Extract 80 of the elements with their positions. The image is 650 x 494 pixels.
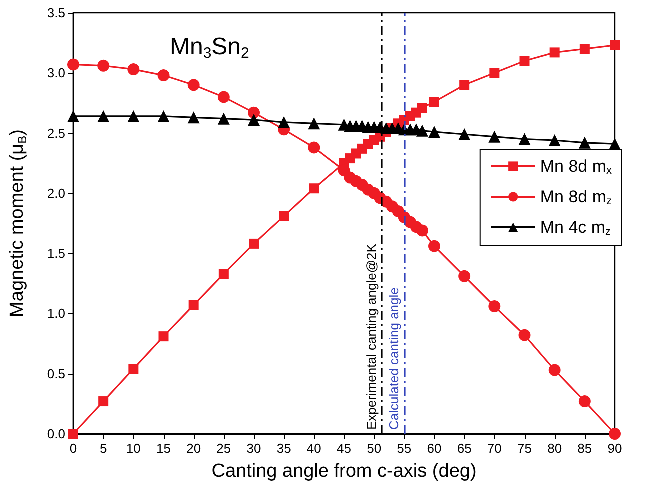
point (218, 269, 229, 280)
x-tick-label: 0 (70, 441, 78, 456)
point (488, 130, 501, 143)
point (218, 91, 230, 104)
y-tick-label: 2.0 (47, 186, 66, 201)
point (430, 97, 440, 108)
y-tick-label: 0.0 (47, 426, 66, 442)
point (158, 70, 170, 82)
x-tick-label: 60 (427, 441, 442, 456)
point (128, 64, 140, 76)
point (158, 332, 169, 342)
x-tick-label: 65 (457, 441, 472, 456)
point (416, 224, 428, 237)
point (128, 364, 139, 374)
point (550, 48, 560, 58)
point (490, 68, 500, 78)
point (460, 80, 470, 90)
x-tick-label: 80 (548, 441, 562, 456)
point (428, 240, 440, 252)
x-tick-label: 90 (608, 441, 622, 456)
point (218, 112, 230, 125)
x-tick-label: 50 (367, 441, 382, 456)
point (98, 110, 110, 122)
point (308, 118, 320, 130)
point (128, 110, 140, 122)
point (417, 103, 428, 114)
point (518, 329, 531, 342)
point (578, 136, 591, 149)
point (158, 110, 170, 122)
point (520, 56, 530, 66)
x-tick-label: 55 (397, 441, 412, 456)
y-tick-label: 3.0 (47, 66, 66, 81)
x-tick-label: 70 (487, 441, 502, 456)
point (428, 126, 440, 138)
y-tick-label: 3.5 (47, 6, 66, 20)
point (309, 184, 320, 194)
x-tick-label: 30 (246, 441, 262, 456)
x-tick-label: 35 (276, 441, 292, 456)
point (610, 40, 620, 50)
x-tick-label: 40 (306, 441, 322, 456)
point (278, 116, 290, 128)
x-tick-label: 10 (126, 441, 141, 456)
x-axis-title: Canting angle from c-axis (deg) (212, 461, 477, 482)
point (548, 364, 561, 376)
point (488, 300, 501, 312)
y-tick-label: 0.5 (47, 366, 66, 382)
point (188, 79, 200, 92)
x-tick-label: 85 (578, 441, 592, 456)
point (68, 429, 78, 439)
y-tick-label: 1.0 (47, 306, 66, 322)
point (578, 396, 591, 408)
point (188, 112, 200, 124)
point (98, 60, 110, 72)
point (249, 238, 259, 249)
point (188, 300, 199, 310)
point (518, 133, 531, 146)
x-tick-label: 75 (518, 441, 532, 456)
point (68, 110, 80, 122)
x-tick-label: 20 (186, 441, 202, 456)
x-tick-label: 15 (156, 441, 171, 456)
point (416, 124, 428, 137)
point (548, 134, 561, 147)
point (98, 396, 109, 407)
x-tick-label: 45 (337, 441, 352, 456)
point (308, 142, 320, 154)
x-tick-label: 5 (100, 441, 108, 456)
y-axis-title: Magnetic moment (μB) (7, 130, 30, 318)
point (609, 138, 621, 150)
point (458, 128, 471, 140)
x-tick-label: 25 (216, 441, 232, 456)
point (279, 211, 290, 222)
point (458, 270, 471, 282)
point (580, 44, 590, 54)
y-tick-label: 2.5 (47, 126, 66, 141)
point (609, 428, 621, 440)
y-tick-label: 1.5 (47, 246, 66, 262)
ref-line-label: Calculated canting angle (386, 288, 402, 430)
point (68, 58, 80, 71)
point (248, 114, 260, 126)
ref-line-label: Experimental canting angle@2K (364, 244, 380, 430)
